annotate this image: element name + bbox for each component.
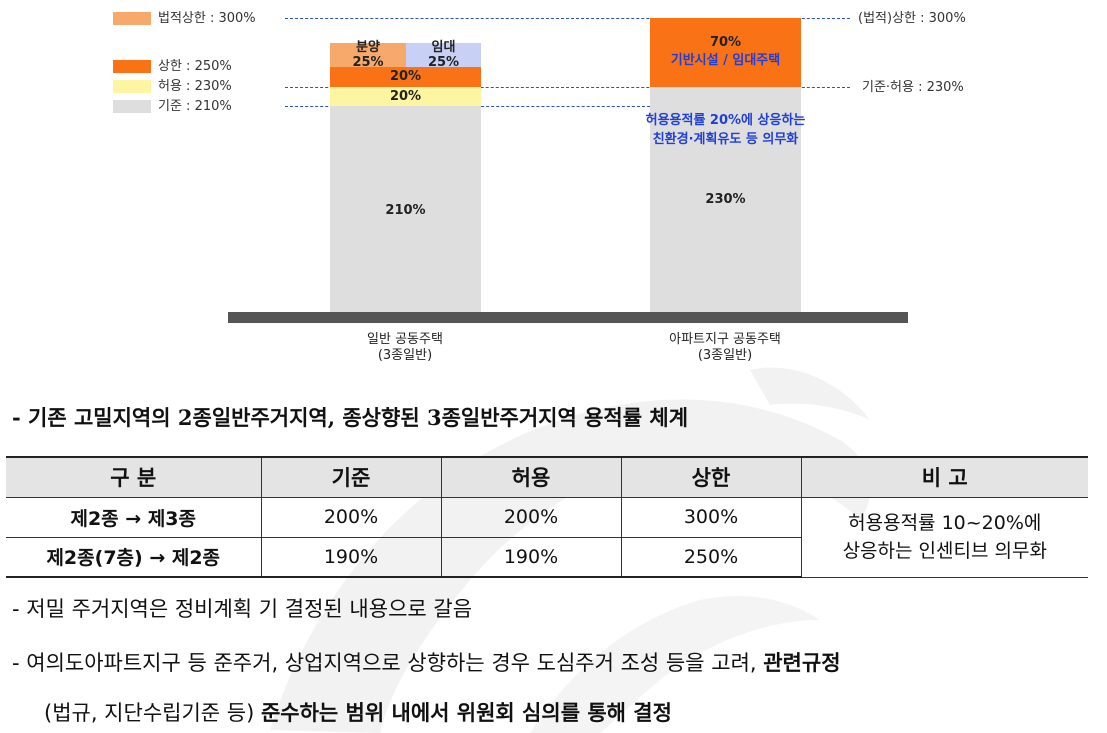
table-header: 비 고: [800, 456, 1088, 498]
bar1-label-base: 210%: [385, 203, 426, 218]
bar2-segment-cap: [650, 18, 801, 87]
base-allow-line: [285, 87, 850, 88]
base-allow-label: 기준·허용 : 230%: [862, 80, 964, 95]
bar2-label-base: 230%: [705, 192, 746, 207]
table-cell: 300%: [620, 496, 802, 538]
table-cell: 190%: [260, 536, 442, 578]
legend-swatch-base: [113, 100, 151, 113]
bar1-label-cap: 20%: [389, 69, 422, 85]
bar1-label-rent: 임대 25%: [427, 39, 460, 70]
bar2-sublabel-infra: 기반시설 / 임대주택: [670, 53, 781, 68]
note-committee: (법규, 지단수립기준 등) 준수하는 범위 내에서 위원회 심의를 통해 결정: [44, 700, 672, 726]
bar1-label-sale: 분양 25%: [352, 39, 384, 70]
table-cell: 250%: [620, 536, 801, 578]
table-header: 상한: [620, 456, 802, 498]
section-heading: - 기존 고밀지역의 2종일반주거지역, 종상향된 3종일반주거지역 용적률 체…: [12, 405, 689, 430]
note-committee-text: (법규, 지단수립기준 등): [44, 701, 261, 725]
table-header: 구 분: [6, 456, 262, 498]
legend-swatch-cap: [113, 60, 151, 73]
remark-line: 허용용적률 10~20%에: [848, 512, 1042, 534]
legend-label-cap: 상한 : 250%: [158, 59, 232, 74]
table-cell: 제2종 → 제3종: [6, 496, 262, 538]
legal-cap-line: [285, 18, 850, 19]
bar2-segment-base: [650, 86, 801, 312]
table-cell: 200%: [440, 496, 622, 538]
table-header-row: 구 분 기준 허용 상한 비 고: [6, 456, 1088, 498]
note-upzoning-bold: 관련규정: [763, 651, 841, 675]
legend-label-legal-cap: 법적상한 : 300%: [158, 11, 256, 26]
table-row: 제2종 → 제3종 200% 200% 300% 허용용적률 10~20%에 상…: [6, 496, 1088, 578]
legend-label-base: 기준 : 210%: [158, 99, 232, 114]
note-committee-bold: 준수하는 범위 내에서 위원회 심의를 통해 결정: [260, 701, 672, 725]
chart-baseline: [228, 312, 908, 323]
remark-line: 상응하는 인센티브 의무화: [842, 540, 1047, 562]
table-cell: 190%: [440, 536, 622, 578]
bar1-segment-sale: [330, 42, 406, 67]
bar1-segment-cap: [330, 67, 481, 87]
note-upzoning: - 여의도아파트지구 등 준주거, 상업지역으로 상향하는 경우 도심주거 조성…: [12, 650, 841, 676]
table-header: 허용: [440, 456, 622, 498]
bar1-segment-rent: [406, 42, 481, 67]
legal-cap-label: (법적)상한 : 300%: [858, 11, 966, 26]
bar2-label-cap: 70%: [709, 35, 742, 50]
bar2-annotation: 허용용적률 20%에 상응하는 친환경·계획유도 등 의무화: [645, 112, 806, 147]
note-upzoning-text: - 여의도아파트지구 등 준주거, 상업지역으로 상향하는 경우 도심주거 조성…: [12, 651, 764, 675]
note-low-density: - 저밀 주거지역은 정비계획 기 결정된 내용으로 갈음: [12, 597, 473, 621]
table-cell: 200%: [260, 496, 442, 538]
legend-swatch-legal-cap: [113, 12, 151, 25]
table-remark-cell: 허용용적률 10~20%에 상응하는 인센티브 의무화: [800, 496, 1088, 578]
far-table: 구 분 기준 허용 상한 비 고 제2종 → 제3종 200% 200% 300…: [6, 456, 1088, 578]
legend-label-allow: 허용 : 230%: [158, 79, 232, 94]
table-cell: 제2종(7층) → 제2종: [6, 536, 262, 578]
category-label-general: 일반 공동주택 (3종일반): [367, 332, 443, 363]
bar1-segment-allow: [330, 86, 481, 107]
table-row: 제2종(7층) → 제2종 190% 190% 250%: [6, 536, 1088, 578]
table-header: 기준: [260, 456, 442, 498]
category-label-apartment: 아파트지구 공동주택 (3종일반): [669, 332, 781, 363]
bar1-label-allow: 20%: [389, 88, 422, 104]
bar1-segment-base: [330, 106, 481, 312]
legend-swatch-allow: [113, 80, 151, 93]
